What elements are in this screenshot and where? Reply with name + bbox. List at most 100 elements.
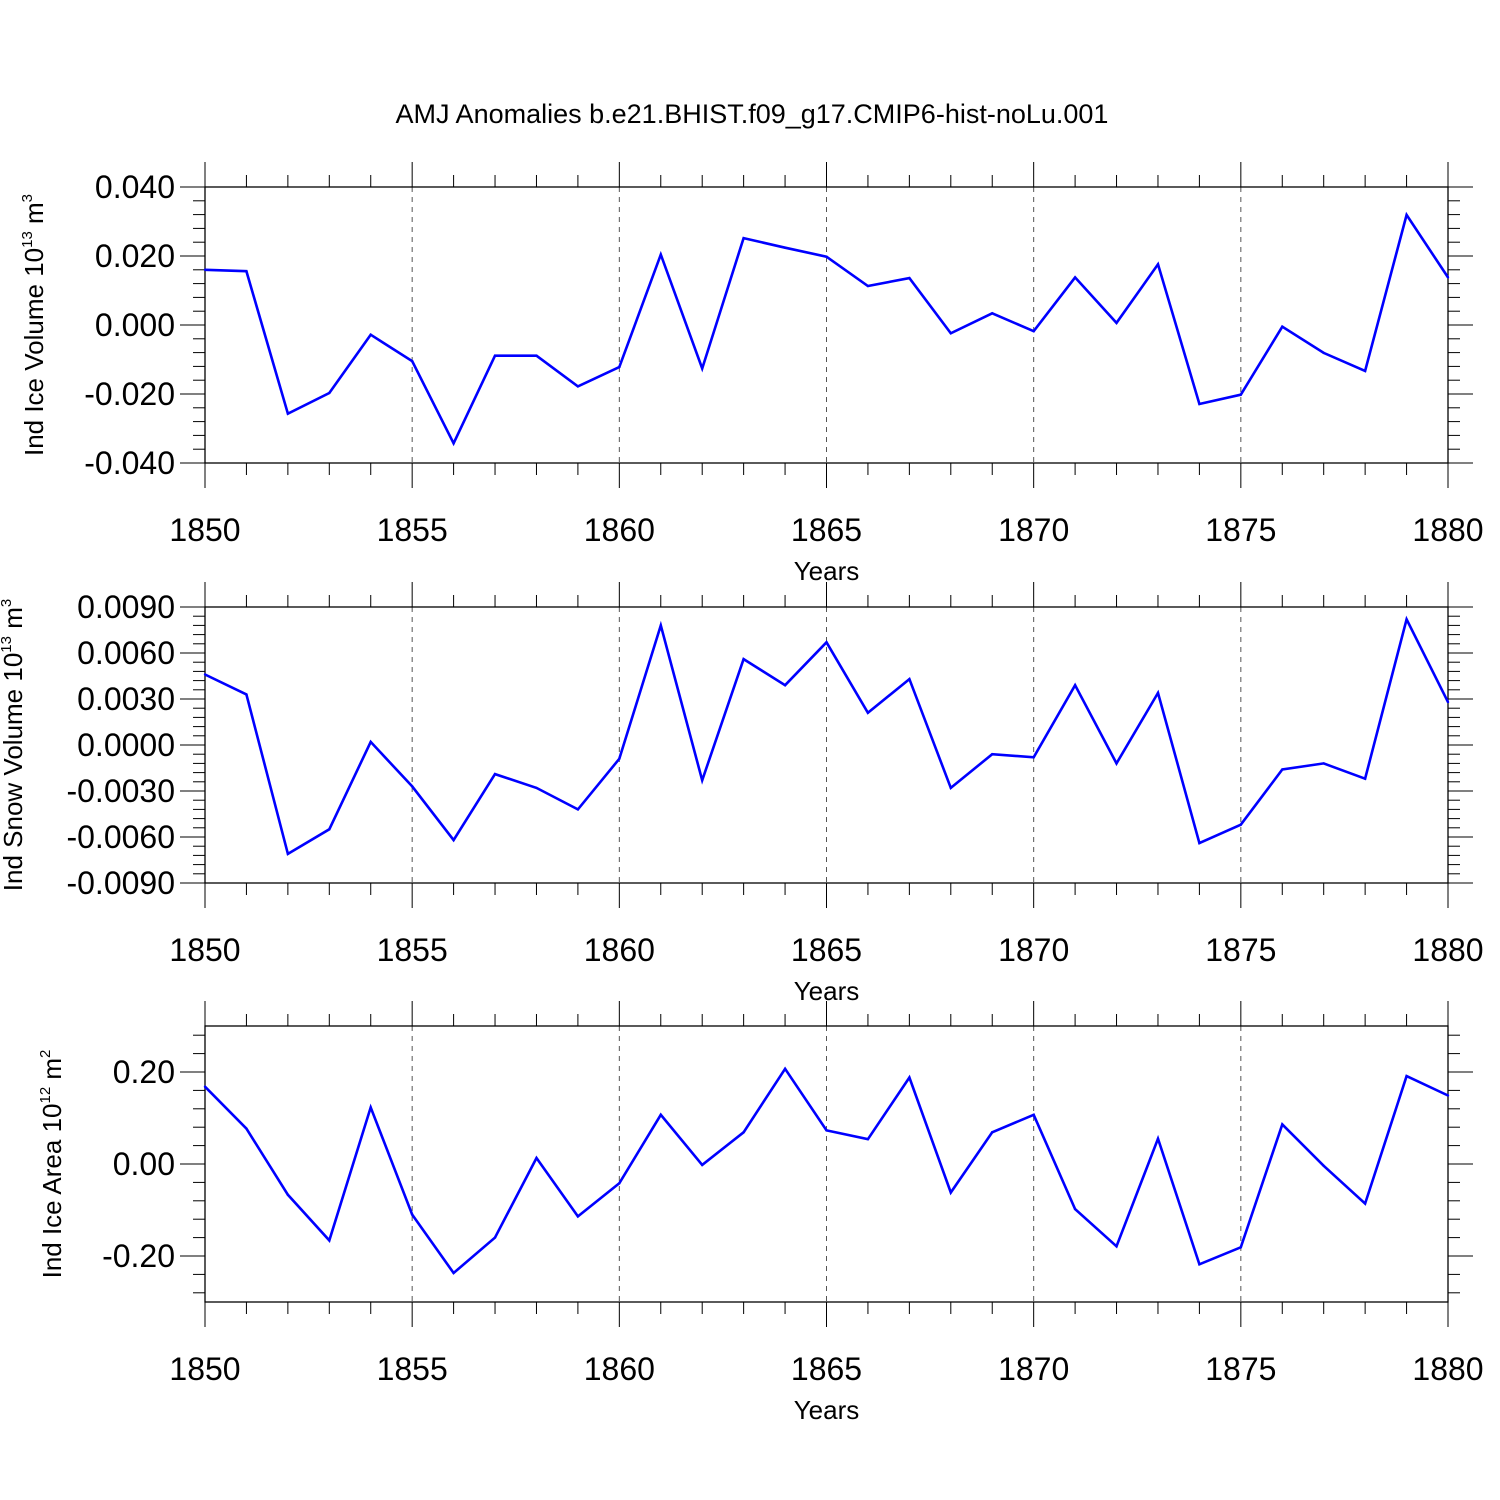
x-tick-label: 1870: [998, 932, 1069, 968]
data-point: [452, 838, 455, 842]
y-axis-label-text: m: [37, 1058, 67, 1087]
data-point: [286, 852, 290, 856]
data-point: [245, 1127, 248, 1130]
data-point: [1115, 762, 1118, 765]
data-point: [245, 693, 248, 696]
x-tick-label: 1870: [998, 1351, 1069, 1387]
data-point: [1322, 762, 1325, 765]
data-point: [1363, 777, 1367, 780]
data-point: [866, 284, 870, 288]
data-point: [410, 360, 414, 363]
data-point: [783, 246, 787, 249]
data-point: [1363, 369, 1367, 373]
y-axis-label-text: Ind Ice Area 10: [37, 1104, 67, 1279]
data-point: [1281, 325, 1284, 328]
data-point: [991, 753, 994, 756]
data-point: [493, 354, 497, 357]
x-tick-label: 1880: [1412, 932, 1483, 968]
data-point: [1405, 213, 1408, 217]
data-point: [1156, 1137, 1160, 1140]
data-point: [369, 333, 372, 336]
y-axis-label-superscript: 3: [0, 599, 15, 607]
data-point: [618, 365, 621, 369]
data-point: [576, 808, 580, 811]
y-axis-label-text: Ind Snow Volume 10: [0, 653, 28, 892]
y-tick-label: -0.020: [84, 376, 175, 412]
data-point: [493, 1236, 497, 1239]
data-point: [203, 1085, 207, 1088]
data-point: [1032, 756, 1035, 759]
data-point: [1032, 1113, 1035, 1116]
data-point: [908, 677, 911, 681]
x-tick-label: 1865: [791, 512, 862, 548]
y-tick-label: -0.20: [102, 1238, 175, 1274]
y-tick-label: -0.0060: [66, 819, 175, 855]
data-point: [535, 1156, 538, 1160]
y-tick-label: 0.00: [113, 1146, 175, 1182]
data-point: [1073, 684, 1077, 687]
data-point: [866, 1137, 870, 1141]
data-point: [949, 1191, 952, 1194]
data-point: [493, 772, 497, 776]
y-tick-label: -0.040: [84, 445, 175, 481]
data-point: [991, 312, 994, 315]
data-point: [1405, 1074, 1408, 1078]
data-point: [1073, 1207, 1077, 1211]
data-point: [701, 779, 704, 782]
data-point: [1198, 402, 1201, 406]
y-axis-label-text: m: [19, 202, 49, 231]
data-point: [659, 1113, 662, 1116]
data-point: [1281, 1123, 1284, 1126]
data-point: [1405, 618, 1408, 621]
data-point: [1198, 841, 1201, 845]
data-point: [245, 269, 248, 273]
data-point: [1446, 700, 1450, 704]
data-point: [369, 740, 372, 744]
y-tick-label: -0.0030: [66, 773, 175, 809]
x-tick-label: 1875: [1205, 1351, 1276, 1387]
x-tick-label: 1850: [169, 932, 240, 968]
data-point: [742, 1131, 745, 1134]
data-point: [1322, 351, 1325, 355]
y-axis-label-superscript: 12: [37, 1087, 54, 1104]
y-tick-label: 0.000: [95, 307, 175, 343]
data-point: [1073, 276, 1077, 279]
data-point: [1446, 276, 1450, 279]
y-axis-label-text: Ind Ice Volume 10: [19, 248, 49, 456]
panels: 0.040 0.020 0.000 -0.020 -0.040 1850 1855 1860 1…: [0, 162, 1484, 1425]
x-tick-label: 1850: [169, 1351, 240, 1387]
x-tick-label: 1860: [584, 1351, 655, 1387]
x-tick-label: 1875: [1205, 512, 1276, 548]
y-axis-label-superscript: 13: [19, 231, 36, 248]
data-point: [659, 624, 662, 627]
data-point: [1281, 768, 1284, 771]
y-axis-label: Ind Ice Volume 1013 m3: [19, 194, 49, 456]
data-point: [1156, 691, 1160, 695]
y-axis-label-text: m: [0, 607, 28, 636]
y-axis-label-superscript: 2: [37, 1050, 54, 1058]
data-point: [286, 412, 290, 415]
data-point: [618, 1182, 621, 1185]
x-tick-label: 1860: [584, 512, 655, 548]
y-tick-label: 0.040: [95, 169, 175, 205]
y-tick-label: 0.0030: [77, 681, 175, 717]
x-tick-label: 1880: [1412, 512, 1483, 548]
x-tick-label: 1850: [169, 512, 240, 548]
data-point: [1446, 1094, 1450, 1097]
x-tick-label: 1870: [998, 512, 1069, 548]
y-tick-label: 0.20: [113, 1054, 175, 1090]
y-axis-label: Ind Snow Volume 1013 m3: [0, 599, 28, 891]
data-point: [742, 236, 745, 240]
data-point: [203, 268, 207, 271]
data-point: [783, 1067, 787, 1070]
y-axis-label-superscript: 3: [19, 194, 36, 202]
data-point: [410, 1213, 414, 1216]
y-axis-label-superscript: 13: [0, 636, 15, 653]
x-tick-label: 1875: [1205, 932, 1276, 968]
y-tick-label: 0.0060: [77, 635, 175, 671]
y-axis-label: Ind Ice Area 1012 m2: [37, 1050, 67, 1279]
data-point: [1156, 263, 1160, 266]
data-point: [742, 657, 745, 661]
data-point: [576, 385, 580, 388]
data-point: [1239, 823, 1243, 826]
